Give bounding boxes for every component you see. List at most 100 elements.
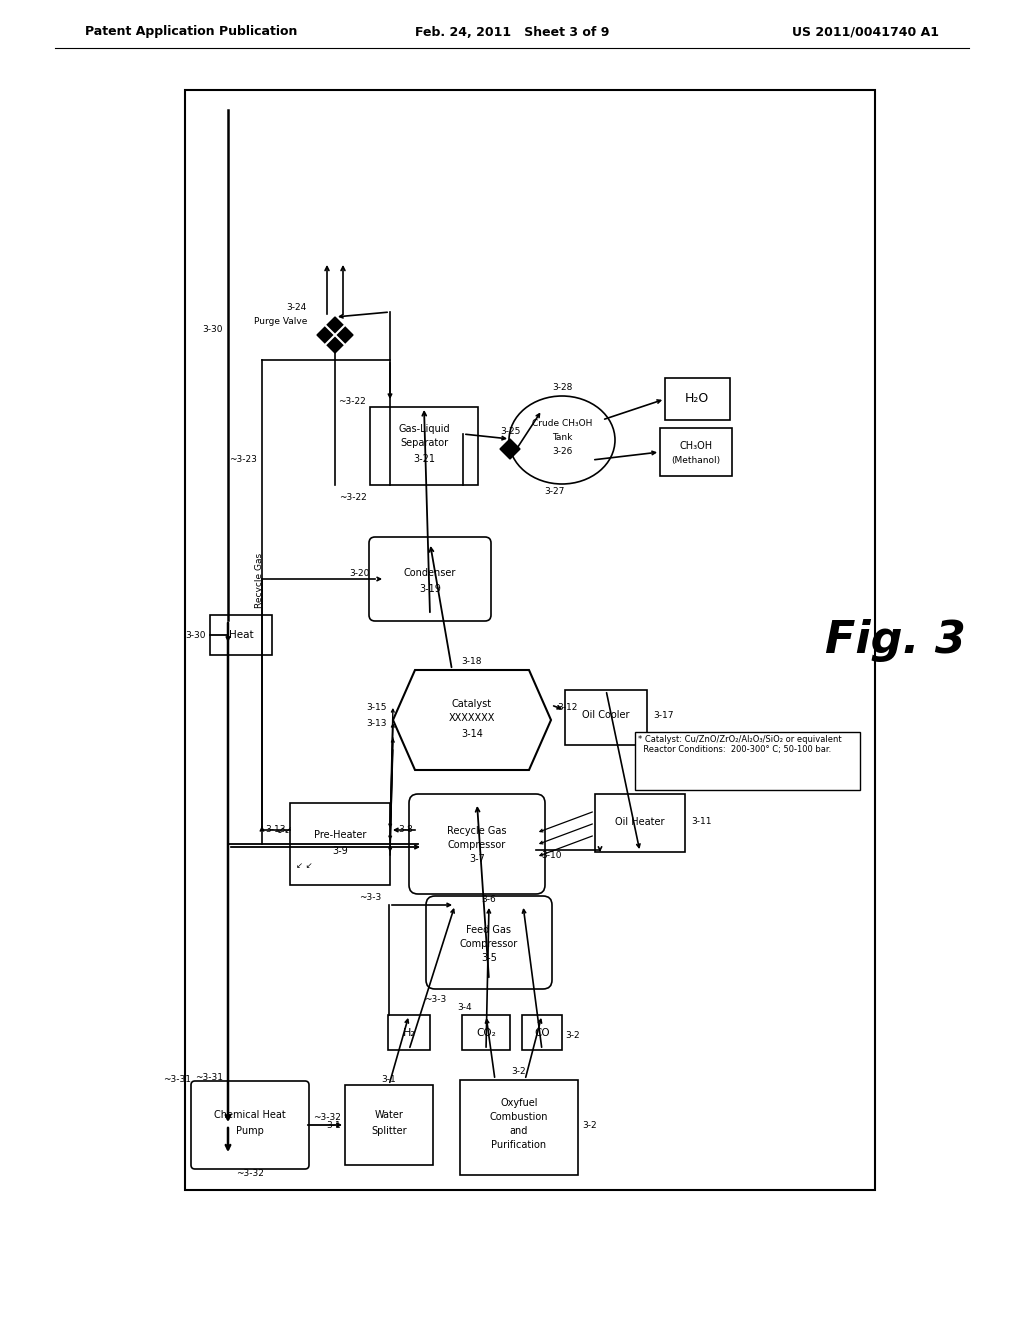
Bar xyxy=(522,1015,562,1049)
Bar xyxy=(660,428,732,477)
Text: 3-15: 3-15 xyxy=(367,704,387,713)
Text: 3-1: 3-1 xyxy=(382,1076,396,1085)
Text: Feb. 24, 2011   Sheet 3 of 9: Feb. 24, 2011 Sheet 3 of 9 xyxy=(415,25,609,38)
Text: Gas-Liquid: Gas-Liquid xyxy=(398,424,450,434)
Text: CO₂: CO₂ xyxy=(476,1028,496,1038)
Text: Crude CH₃OH: Crude CH₃OH xyxy=(531,420,592,429)
Polygon shape xyxy=(317,317,353,352)
Text: Fig. 3: Fig. 3 xyxy=(824,619,966,661)
Text: ~3-22: ~3-22 xyxy=(338,396,366,405)
FancyBboxPatch shape xyxy=(191,1081,309,1170)
Text: Feed Gas: Feed Gas xyxy=(467,925,512,935)
Bar xyxy=(388,1015,430,1049)
Text: Compressor: Compressor xyxy=(447,840,506,850)
Bar xyxy=(460,1080,578,1175)
Text: Purge Valve: Purge Valve xyxy=(254,317,307,326)
Text: 3-7: 3-7 xyxy=(469,854,485,865)
Text: Pump: Pump xyxy=(237,1126,264,1137)
Text: 3-2: 3-2 xyxy=(512,1068,526,1077)
Text: Oil Cooler: Oil Cooler xyxy=(583,710,630,719)
Text: 3-14: 3-14 xyxy=(461,729,483,739)
Text: Catalyst: Catalyst xyxy=(452,700,493,709)
Text: 3-18: 3-18 xyxy=(462,657,482,667)
Polygon shape xyxy=(393,671,551,770)
Polygon shape xyxy=(500,440,520,459)
Text: 3-12: 3-12 xyxy=(557,704,578,713)
Text: ↙ ↙: ↙ ↙ xyxy=(296,861,312,870)
Text: 3-6: 3-6 xyxy=(481,895,497,904)
Text: 3-30: 3-30 xyxy=(203,326,223,334)
Text: 3-5: 3-5 xyxy=(481,953,497,964)
Text: 3-13: 3-13 xyxy=(367,719,387,729)
Text: Pre-Heater: Pre-Heater xyxy=(313,830,367,840)
Text: XXXXXXX: XXXXXXX xyxy=(449,713,496,723)
Text: H₂: H₂ xyxy=(402,1028,416,1038)
Text: US 2011/0041740 A1: US 2011/0041740 A1 xyxy=(792,25,939,38)
Text: Recycle Gas: Recycle Gas xyxy=(447,826,507,836)
Text: 3-21: 3-21 xyxy=(413,454,435,465)
Bar xyxy=(185,90,874,1191)
FancyBboxPatch shape xyxy=(409,795,545,894)
Text: 3-10: 3-10 xyxy=(541,850,561,859)
Text: 3-24: 3-24 xyxy=(287,302,307,312)
Text: ~3-31: ~3-31 xyxy=(195,1072,223,1081)
Bar xyxy=(283,792,546,892)
Text: ~3-23: ~3-23 xyxy=(229,455,257,465)
Text: Oxyfuel: Oxyfuel xyxy=(501,1098,538,1107)
Text: Condenser: Condenser xyxy=(403,568,456,578)
Text: Compressor: Compressor xyxy=(460,939,518,949)
Text: ↙↙: ↙↙ xyxy=(276,825,293,836)
Bar xyxy=(370,407,478,484)
Text: Tank: Tank xyxy=(552,433,572,442)
Text: and: and xyxy=(510,1126,528,1137)
Text: 3-26: 3-26 xyxy=(552,447,572,457)
Bar xyxy=(595,795,685,851)
Text: Heat: Heat xyxy=(228,630,253,640)
Text: Splitter: Splitter xyxy=(371,1126,407,1137)
Bar xyxy=(345,1085,433,1166)
Text: Oil Heater: Oil Heater xyxy=(615,817,665,828)
Text: 3-28: 3-28 xyxy=(552,384,572,392)
Text: ~3-22: ~3-22 xyxy=(339,492,367,502)
Bar xyxy=(210,615,272,655)
Text: 3-4: 3-4 xyxy=(458,1003,472,1012)
Text: 3-19: 3-19 xyxy=(419,583,441,594)
Text: 3-27: 3-27 xyxy=(544,487,564,496)
Text: 3-25: 3-25 xyxy=(500,426,520,436)
Text: H₂O: H₂O xyxy=(685,392,710,405)
Bar xyxy=(635,733,860,789)
Text: CH₃OH: CH₃OH xyxy=(680,441,713,451)
Bar xyxy=(565,690,647,744)
Text: ~3-3: ~3-3 xyxy=(424,995,446,1005)
Text: ~3-3: ~3-3 xyxy=(358,892,381,902)
Text: 3-9: 3-9 xyxy=(332,846,348,855)
Text: Water: Water xyxy=(375,1110,403,1119)
Text: Patent Application Publication: Patent Application Publication xyxy=(85,25,297,38)
Text: ~3-32: ~3-32 xyxy=(237,1168,264,1177)
Ellipse shape xyxy=(509,396,615,484)
Text: Separator: Separator xyxy=(400,438,449,447)
Text: 3-11: 3-11 xyxy=(691,817,712,826)
Text: 3-2: 3-2 xyxy=(582,1121,597,1130)
Text: Chemical Heat: Chemical Heat xyxy=(214,1110,286,1119)
Text: 3-1: 3-1 xyxy=(327,1121,341,1130)
Bar xyxy=(290,803,390,884)
Text: Combustion: Combustion xyxy=(489,1111,548,1122)
Text: * Catalyst: Cu/ZnO/ZrO₂/Al₂O₃/SiO₂ or equivalent
  Reactor Conditions:  200-300°: * Catalyst: Cu/ZnO/ZrO₂/Al₂O₃/SiO₂ or eq… xyxy=(638,735,842,755)
Bar xyxy=(665,378,730,420)
Text: 3-17: 3-17 xyxy=(653,710,674,719)
Text: CO: CO xyxy=(535,1028,550,1038)
Text: Recycle Gas: Recycle Gas xyxy=(256,553,264,607)
Bar xyxy=(462,1015,510,1049)
Text: 3-8: 3-8 xyxy=(398,825,413,834)
Text: ~3-32: ~3-32 xyxy=(313,1113,341,1122)
Text: ~3-31: ~3-31 xyxy=(163,1076,191,1085)
Text: 3-20: 3-20 xyxy=(349,569,370,578)
Text: 3-30: 3-30 xyxy=(185,631,206,639)
Text: 3-13: 3-13 xyxy=(265,825,286,834)
FancyBboxPatch shape xyxy=(426,896,552,989)
Text: Purification: Purification xyxy=(492,1140,547,1150)
Text: 3-2: 3-2 xyxy=(565,1031,580,1040)
FancyBboxPatch shape xyxy=(369,537,490,620)
Text: (Methanol): (Methanol) xyxy=(672,457,721,466)
